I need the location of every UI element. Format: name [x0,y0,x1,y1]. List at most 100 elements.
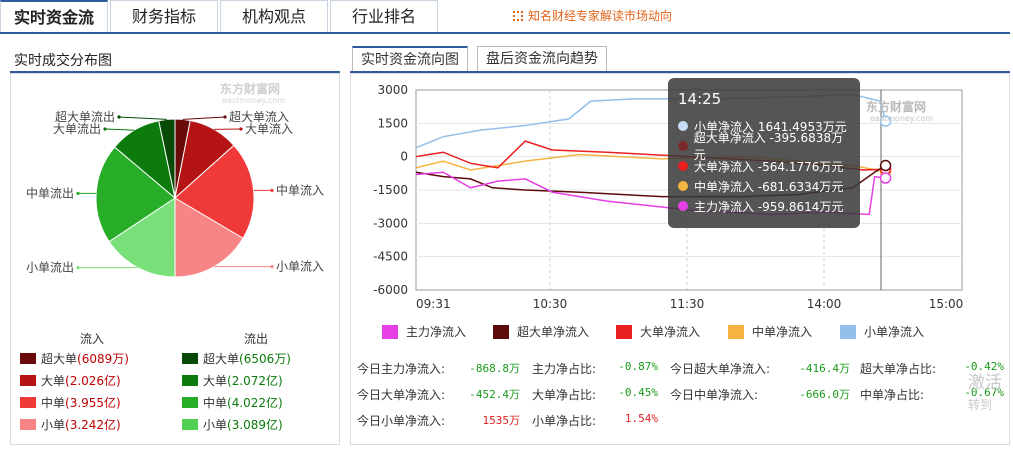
x-tick-label: 14:00 [807,297,842,311]
pie-label: 小单流出 [26,261,74,275]
left-panel-title: 实时成交分布图 [14,53,112,69]
legend-value: (3.955亿) [65,396,121,410]
stat-label: 中单净占比: [860,388,925,402]
series-legend-item[interactable]: 小单净流入 [840,323,924,340]
legend-name: 超大单 [41,352,78,366]
pie-label: 小单流入 [276,260,324,274]
right-title-line [350,71,1010,73]
tooltip-row: 超大单净流入 -395.6838万元 [678,131,850,162]
series-legend-item[interactable]: 中单净流入 [728,323,812,340]
stat-label: 超大单净占比: [860,362,937,376]
chart-watermark-sub: eastmoney.com [870,114,933,123]
watermark-sub: eastmoney.com [222,96,285,105]
legend-value: (2.072亿) [227,374,283,388]
legend-value: (2.026亿) [65,374,121,388]
legend-swatch [20,375,36,386]
activate-sub: 转到 [968,398,993,412]
stat-label: 主力净占比: [532,362,597,376]
legend-name: 小单 [203,418,228,432]
pie-label-dot [103,127,107,131]
y-tick-label: -1500 [373,183,408,197]
top-tabs: 实时资金流 财务指标 机构观点 行业排名 [0,0,440,33]
tooltip-dot [678,141,688,151]
legend-item: 小单 (3.089亿) [182,416,283,433]
series-marker [879,115,892,127]
legend-item: 小单 (3.242亿) [20,416,121,433]
series-marker [879,172,892,184]
tab-after-hours-trend[interactable]: 盘后资金流向趋势 [477,46,607,72]
legend-value: (6506万) [239,352,291,366]
legend-in-title: 流入 [80,332,105,346]
grid-icon [513,11,523,21]
stat-label: 今日中单净流入: [670,388,759,402]
series-legend-item[interactable]: 超大单净流入 [493,323,589,340]
legend-swatch [20,419,36,430]
tab-institution[interactable]: 机构观点 [220,0,328,33]
pie-label: 大单流入 [245,122,293,136]
x-tick-label: 15:00 [929,297,964,311]
tooltip-dot [678,181,688,191]
tooltip-row: 小单净流入 1641.4953万元 [678,116,850,136]
pie-slice [108,197,176,278]
stat-label: 今日大单净流入: [357,388,446,402]
series-legend-item[interactable]: 主力净流入 [382,323,466,340]
y-tick-label: -4500 [373,250,408,264]
stat-label: 今日小单净流入: [357,414,446,428]
series-name: 中单净流入 [752,325,813,339]
tab-realtime-chart[interactable]: 实时资金流向图 [352,46,468,72]
pie-label-dot [76,265,80,270]
chart-tooltip: 14:25 小单净流入 1641.4953万元 超大单净流入 -395.6838万… [668,78,860,228]
pie-label-line [182,116,226,120]
legend-item: 中单 (4.022亿) [182,394,283,411]
pie-label: 超大单流出 [55,109,115,124]
pie-label: 中单流入 [276,182,324,197]
series-marker [879,159,892,172]
legend-swatch [182,375,198,386]
pie-label-dot [270,265,274,269]
stat-value: -0.67% [964,386,1004,399]
tab-realtime-flow[interactable]: 实时资金流 [0,0,108,33]
y-tick-label: 1500 [377,116,408,130]
pie-label-dot [270,188,274,192]
legend-name: 超大单 [203,352,240,366]
tab-industry-rank[interactable]: 行业排名 [330,0,438,33]
legend-name: 中单 [41,396,66,410]
tooltip-text: 中单净流入 -681.6334万元 [694,179,844,194]
series-swatch [616,324,632,339]
pie-label-dot [239,127,243,131]
tooltip-row: 中单净流入 -681.6334万元 [678,176,850,196]
stat-label: 今日超大单净流入: [670,362,771,376]
tooltip-row: 大单净流入 -564.1776万元 [678,156,850,176]
stat-value: -0.45% [618,386,658,399]
y-tick-label: -3000 [373,216,408,230]
legend-item: 超大单 (6506万) [182,350,291,367]
tab-finance[interactable]: 财务指标 [110,0,218,33]
legend-value: (3.089亿) [227,418,283,432]
legend-swatch [182,353,198,364]
legend-swatch [182,419,198,430]
stat-value: 1.54% [624,412,658,425]
series-swatch [728,324,744,339]
legend-value: (4.022亿) [227,396,283,410]
stat-value: 1535万 [482,414,521,427]
legend-name: 小单 [41,418,66,432]
watermark: 东方财富网 [220,81,280,96]
tooltip-rows: 小单净流入 1641.4953万元 超大单净流入 -395.6838万元 大单净流入… [678,116,850,216]
expert-link[interactable]: 知名财经专家解读市场动向 [513,7,672,24]
tooltip-dot [678,201,688,211]
pie-label: 中单流出 [26,185,74,200]
pie-label-line [118,116,167,120]
pie-label-line [104,128,135,131]
expert-link-text: 知名财经专家解读市场动向 [528,9,673,23]
pie-slice [174,197,244,278]
pie-label: 大单流出 [53,122,101,136]
stat-value: -0.87% [618,360,658,373]
legend-swatch [20,397,36,408]
series-swatch [493,324,509,339]
left-title-line [10,71,340,73]
stat-value: -868.8万 [469,362,520,375]
series-legend-item[interactable]: 大单净流入 [616,323,700,340]
legend-name: 中单 [203,396,228,410]
